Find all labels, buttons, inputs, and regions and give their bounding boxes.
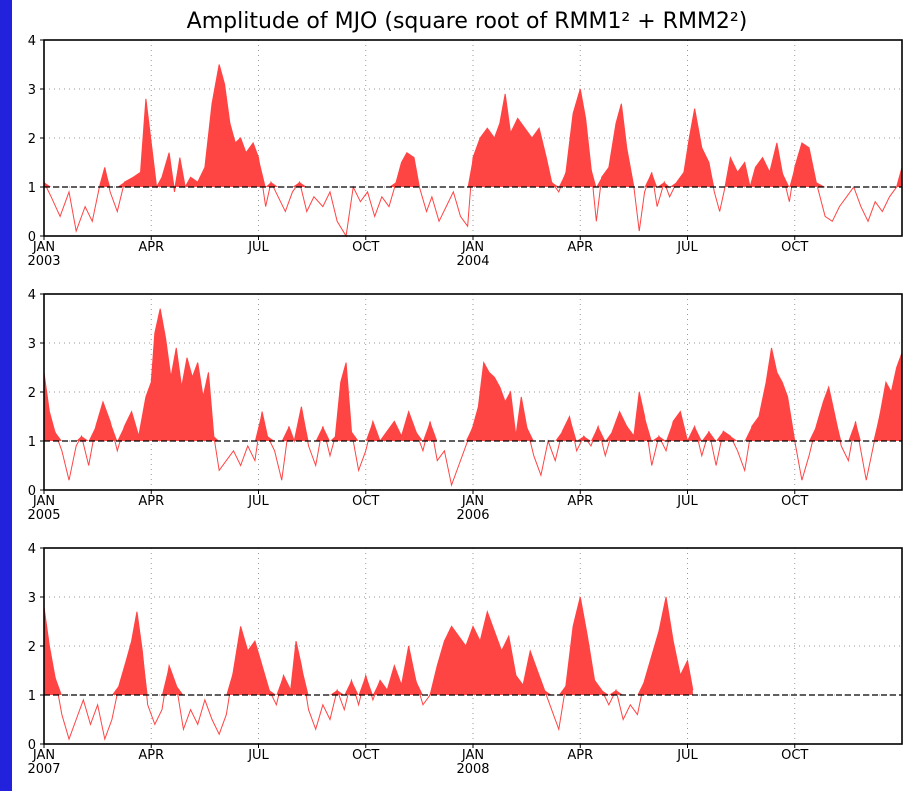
x-tick-label: JAN xyxy=(32,494,55,509)
y-tick-label: 0 xyxy=(28,230,36,245)
y-tick-label: 2 xyxy=(28,132,36,147)
x-tick-label: JAN xyxy=(461,748,484,763)
y-tick-label: 4 xyxy=(28,34,36,49)
amplitude-line xyxy=(43,64,903,238)
chart-title: Amplitude of MJO (square root of RMM1² +… xyxy=(187,9,748,34)
x-tick-year-label: 2005 xyxy=(27,508,60,523)
x-tick-year-label: 2007 xyxy=(27,762,60,777)
amplitude-fill-above-1 xyxy=(44,64,902,187)
panel-frame xyxy=(43,39,903,237)
x-tick-label: JUL xyxy=(247,494,269,509)
x-tick-label: JUL xyxy=(247,748,269,763)
x-tick-label: JUL xyxy=(676,240,698,255)
x-tick-label: JAN xyxy=(461,494,484,509)
y-tick-label: 1 xyxy=(28,181,36,196)
x-tick-label: JUL xyxy=(247,240,269,255)
y-tick-label: 3 xyxy=(28,83,36,98)
x-tick-label: JAN xyxy=(32,240,55,255)
x-tick-year-label: 2003 xyxy=(27,254,60,269)
x-tick-label: APR xyxy=(567,494,593,509)
x-tick-label: JUL xyxy=(676,748,698,763)
y-tick-label: 4 xyxy=(28,288,36,303)
x-tick-label: OCT xyxy=(352,748,379,763)
y-tick-label: 2 xyxy=(28,386,36,401)
amplitude-fill-above-1 xyxy=(44,597,693,695)
mjo-amplitude-figure: Amplitude of MJO (square root of RMM1² +… xyxy=(27,9,903,777)
left-edge-bar xyxy=(0,0,12,791)
x-tick-label: APR xyxy=(567,240,593,255)
x-tick-label: APR xyxy=(138,240,164,255)
x-tick-label: JUL xyxy=(676,494,698,509)
y-tick-label: 2 xyxy=(28,640,36,655)
y-tick-label: 1 xyxy=(28,435,36,450)
x-tick-year-label: 2006 xyxy=(456,508,489,523)
x-tick-label: OCT xyxy=(781,240,808,255)
x-tick-label: APR xyxy=(138,748,164,763)
x-tick-label: OCT xyxy=(781,748,808,763)
y-tick-label: 1 xyxy=(28,689,36,704)
amplitude-line xyxy=(43,308,903,487)
y-tick-label: 0 xyxy=(28,738,36,753)
x-tick-label: JAN xyxy=(461,240,484,255)
x-tick-label: OCT xyxy=(352,240,379,255)
y-tick-label: 4 xyxy=(28,542,36,557)
x-tick-label: APR xyxy=(138,494,164,509)
amplitude-line xyxy=(43,596,694,741)
x-tick-year-label: 2004 xyxy=(456,254,489,269)
x-tick-label: OCT xyxy=(352,494,379,509)
x-tick-label: OCT xyxy=(781,494,808,509)
x-tick-label: APR xyxy=(567,748,593,763)
x-tick-label: JAN xyxy=(32,748,55,763)
y-tick-label: 0 xyxy=(28,484,36,499)
x-tick-year-label: 2008 xyxy=(456,762,489,777)
y-tick-label: 3 xyxy=(28,337,36,352)
y-tick-label: 3 xyxy=(28,591,36,606)
